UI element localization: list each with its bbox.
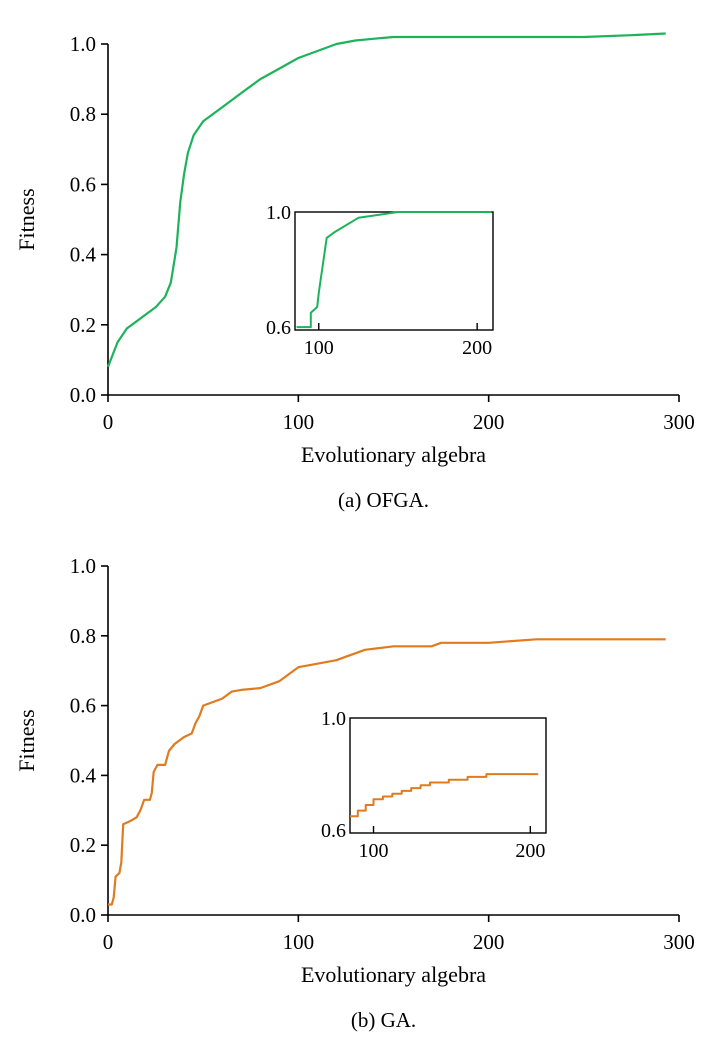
- y-axis-title: Fitness: [14, 188, 39, 250]
- inset-y-tick-label: 1.0: [321, 708, 346, 730]
- figure-caption: (b) GA.: [351, 1008, 416, 1032]
- x-tick-label: 100: [283, 930, 315, 954]
- x-tick-label: 0: [103, 410, 114, 434]
- x-tick-label: 100: [283, 410, 315, 434]
- inset-series-line: [296, 211, 492, 329]
- y-tick-label: 0.2: [70, 833, 96, 857]
- series-line: [106, 32, 666, 368]
- y-tick-label: 0.2: [70, 313, 96, 337]
- inset-y-tick-label: 1.0: [266, 202, 291, 224]
- y-tick-label: 0.6: [70, 172, 96, 196]
- y-axis-title: Fitness: [14, 709, 39, 771]
- x-axis-title: Evolutionary algebra: [301, 442, 486, 467]
- chart-panel-ga: 0 100 200 300 0.0 0.2 0.4 0.6 0.8 1.0 Evolutionary…: [14, 554, 695, 1032]
- inset-series-line: [350, 773, 539, 818]
- inset-frame: [294, 211, 494, 331]
- inset-y-tick-label: 0.6: [321, 820, 346, 842]
- x-tick-label: 300: [663, 930, 695, 954]
- chart-panel-ofga: 0 100 200 300 0.0 0.2 0.4 0.6 0.8 1.0 Evolutionary…: [14, 32, 695, 512]
- x-axis-title: Evolutionary algebra: [301, 962, 486, 987]
- y-tick-label: 1.0: [70, 32, 96, 56]
- y-tick-label: 1.0: [70, 554, 96, 578]
- x-tick-label: 200: [473, 930, 505, 954]
- series-line: [108, 638, 666, 906]
- inset-x-tick-label: 200: [462, 337, 492, 359]
- y-tick-label: 0.8: [70, 102, 96, 126]
- x-tick-label: 300: [663, 410, 695, 434]
- y-tick-label: 0.4: [70, 243, 97, 267]
- inset-x-tick-label: 200: [515, 840, 545, 862]
- inset-y-tick-label: 0.6: [266, 317, 291, 339]
- y-tick-label: 0.0: [70, 383, 96, 407]
- inset-x-tick-label: 100: [304, 337, 334, 359]
- figure-caption: (a) OFGA.: [338, 488, 429, 512]
- y-tick-label: 0.6: [70, 694, 96, 718]
- x-tick-label: 200: [473, 410, 505, 434]
- x-tick-label: 0: [103, 930, 114, 954]
- y-tick-label: 0.4: [70, 763, 97, 787]
- inset-x-tick-label: 100: [359, 840, 389, 862]
- inset-frame: [349, 717, 547, 834]
- y-tick-label: 0.8: [70, 624, 96, 648]
- y-tick-label: 0.0: [70, 903, 96, 927]
